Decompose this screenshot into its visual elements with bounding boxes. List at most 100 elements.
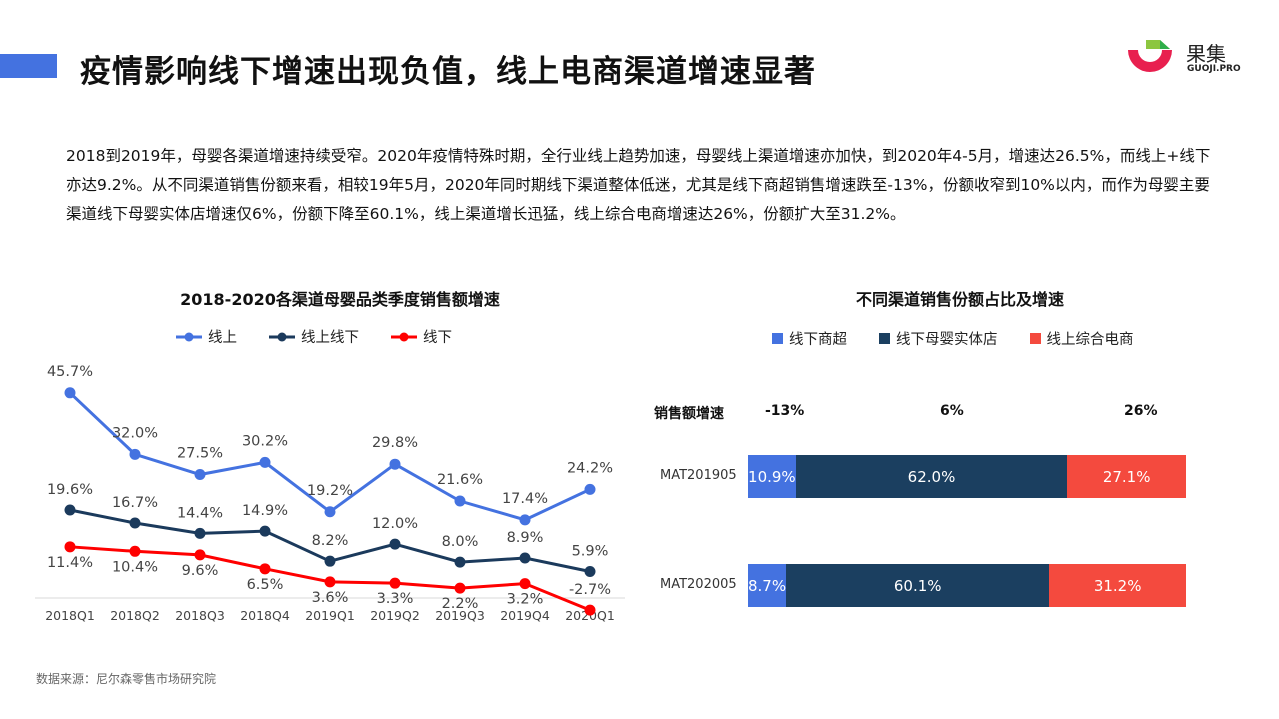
data-point <box>324 555 336 567</box>
data-point <box>454 556 466 568</box>
data-point <box>194 549 206 561</box>
data-point <box>259 456 271 468</box>
data-point <box>324 576 336 588</box>
data-point <box>64 541 76 553</box>
data-point <box>259 563 271 575</box>
growth-label: 销售额增速 <box>654 406 724 422</box>
data-point <box>259 525 271 537</box>
x-tick-label: 2018Q2 <box>110 608 160 623</box>
legend-swatch-icon <box>879 333 890 344</box>
data-label: 11.4% <box>47 555 93 571</box>
data-label: 12.0% <box>372 516 418 532</box>
data-label: 30.2% <box>242 433 288 449</box>
legend-item: 线下 <box>391 326 452 347</box>
data-point <box>129 545 141 557</box>
data-label: 19.6% <box>47 482 93 498</box>
data-label: 3.3% <box>377 591 414 607</box>
title-accent-bar <box>0 54 57 78</box>
legend-label: 线上 <box>208 330 237 346</box>
data-label: 14.4% <box>177 505 223 521</box>
data-label: 24.2% <box>567 460 613 476</box>
data-point <box>519 578 531 590</box>
bar-chart-title: 不同渠道销售份额占比及增速 <box>855 290 1064 309</box>
legend-marker-icon <box>391 332 417 341</box>
legend-item: 线上线下 <box>269 326 359 347</box>
growth-value: 26% <box>1124 403 1158 419</box>
data-label: 3.6% <box>312 590 349 606</box>
data-label: 14.9% <box>242 503 288 519</box>
data-point <box>584 566 596 578</box>
data-label: 3.2% <box>507 592 544 608</box>
data-point <box>454 495 466 507</box>
data-point <box>194 527 206 539</box>
guoji-logo-icon <box>1128 40 1172 72</box>
x-tick-label: 2018Q4 <box>240 608 290 623</box>
data-point <box>389 538 401 550</box>
bar-segment: 8.7% <box>748 564 786 607</box>
data-label: 32.0% <box>112 425 158 441</box>
data-label: 10.4% <box>112 559 158 575</box>
data-point <box>129 448 141 460</box>
line-chart: 2018Q1 2018Q2 2018Q3 2018Q4 2019Q1 2019Q2 2019… <box>35 364 625 623</box>
bar-segment: 27.1% <box>1067 455 1186 498</box>
data-label: 27.5% <box>177 446 223 462</box>
data-label: 19.2% <box>307 483 353 499</box>
page-title: 疫情影响线下增速出现负值，线上电商渠道增速显著 <box>80 54 816 90</box>
growth-value: -13% <box>765 403 805 419</box>
data-point <box>129 517 141 529</box>
data-label: 8.2% <box>312 533 349 549</box>
x-tick-label: 2019Q1 <box>305 608 355 623</box>
data-label: 45.7% <box>47 364 93 380</box>
data-label: 5.9% <box>572 544 609 560</box>
legend-label: 线上综合电商 <box>1046 332 1134 348</box>
summary-paragraph: 2018到2019年，母婴各渠道增速持续受窄。2020年疫情特殊时期，全行业线上… <box>66 147 1211 223</box>
x-tick-label: 2019Q3 <box>435 608 485 623</box>
data-label: 2.2% <box>442 596 479 612</box>
data-point <box>64 387 76 399</box>
legend-item: 线上 <box>176 326 237 347</box>
legend-swatch-icon <box>1029 333 1041 344</box>
data-label: 29.8% <box>372 435 418 451</box>
legend-item: 线下母婴实体店 <box>879 328 998 349</box>
legend-item: 线下商超 <box>772 328 847 349</box>
data-label: 21.6% <box>437 472 483 488</box>
bar-chart: 销售额增速 -13% 6% 26% MAT201905 10.9% 62.0% 27.1% MA… <box>640 390 1240 630</box>
bar-chart-legend: 线下商超 线下母婴实体店 线上综合电商 <box>772 328 1134 349</box>
x-tick-label: 2018Q1 <box>45 608 95 623</box>
data-point <box>454 582 466 594</box>
data-point <box>389 458 401 470</box>
data-label: 8.0% <box>442 534 479 550</box>
data-source: 数据来源：尼尔森零售市场研究院 <box>36 672 217 686</box>
legend-swatch-icon <box>772 333 783 344</box>
data-label: 8.9% <box>507 530 544 546</box>
row-label: MAT202005 <box>660 577 737 592</box>
data-label: 6.5% <box>247 577 284 593</box>
data-label: 16.7% <box>112 495 158 511</box>
data-point <box>324 506 336 518</box>
legend-marker-icon <box>176 332 202 341</box>
data-point <box>519 552 531 564</box>
legend-label: 线下 <box>423 330 452 346</box>
row-label: MAT201905 <box>660 468 737 483</box>
bar-segment: 62.0% <box>795 455 1068 498</box>
legend-item: 线上综合电商 <box>1029 328 1134 349</box>
legend-marker-icon <box>269 332 295 341</box>
line-chart-title: 2018-2020各渠道母婴品类季度销售额增速 <box>180 290 500 309</box>
data-point <box>584 604 596 616</box>
bar-segment: 10.9% <box>748 455 796 498</box>
data-label: 9.6% <box>182 563 219 579</box>
data-point <box>194 469 206 481</box>
data-point <box>64 504 76 516</box>
data-label: 17.4% <box>502 491 548 507</box>
legend-label: 线上线下 <box>301 330 359 346</box>
x-tick-label: 2019Q2 <box>370 608 420 623</box>
bar-segment: 31.2% <box>1049 564 1186 607</box>
data-point <box>519 514 531 526</box>
legend-label: 线下母婴实体店 <box>896 332 998 348</box>
logo-name: 果集 <box>1186 42 1226 66</box>
data-point <box>389 577 401 589</box>
line-chart-legend: 线上 线上线下 线下 <box>176 326 452 347</box>
bar-segment: 60.1% <box>786 564 1050 607</box>
data-label: -2.7% <box>569 582 611 598</box>
legend-label: 线下商超 <box>789 332 847 348</box>
